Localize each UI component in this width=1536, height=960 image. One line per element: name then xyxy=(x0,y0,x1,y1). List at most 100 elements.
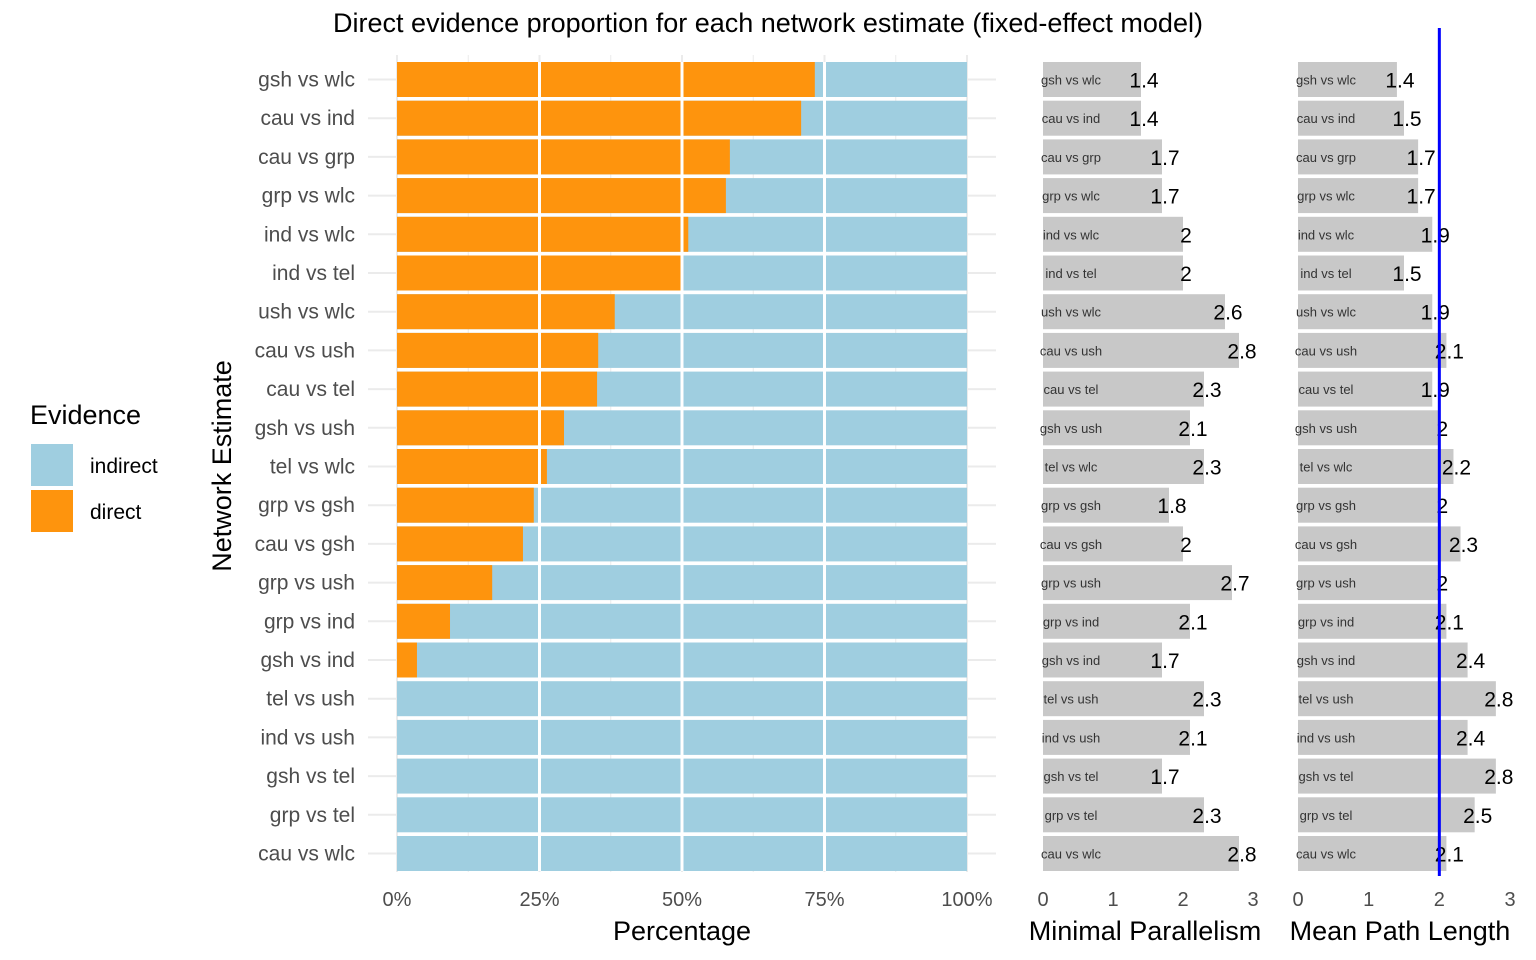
value-label: 2.1 xyxy=(1435,844,1464,867)
bar-label: cau vs gsh xyxy=(1040,537,1102,552)
bar-tel-vs-ush xyxy=(1043,681,1204,717)
bar-label: cau vs ush xyxy=(1295,343,1357,358)
bar-grp-vs-gsh xyxy=(1298,487,1440,523)
x-tick-label: 2 xyxy=(1177,889,1188,911)
value-label: 2.3 xyxy=(1192,689,1221,712)
value-label: 2 xyxy=(1180,263,1192,286)
value-label: 2.3 xyxy=(1192,457,1221,480)
value-label: 2.4 xyxy=(1456,650,1486,673)
value-label: 1.9 xyxy=(1421,379,1450,402)
value-label: 2.1 xyxy=(1435,611,1464,634)
value-label: 2.3 xyxy=(1192,379,1221,402)
y-tick-label: ind vs wlc xyxy=(264,223,355,246)
value-label: 1.7 xyxy=(1150,186,1179,209)
bar-direct-tel-vs-wlc xyxy=(397,449,547,484)
bar-direct-grp-vs-gsh xyxy=(397,487,534,523)
bar-direct-cau-vs-ush xyxy=(397,332,599,368)
y-tick-label: ind vs tel xyxy=(272,262,355,285)
bar-label: ind vs ush xyxy=(1042,730,1101,745)
value-label: 1.7 xyxy=(1407,186,1436,209)
x-tick-label: 1 xyxy=(1363,889,1374,911)
bar-ind-vs-tel xyxy=(1298,255,1404,291)
legend-swatch-direct xyxy=(31,490,73,532)
bar-label: cau vs grp xyxy=(1296,150,1356,165)
bar-label: cau vs wlc xyxy=(1041,847,1101,862)
bar-direct-gsh-vs-ind xyxy=(397,642,417,678)
bar-label: tel vs ush xyxy=(1044,692,1099,707)
bar-direct-grp-vs-ind xyxy=(397,603,451,639)
value-label: 1.4 xyxy=(1129,70,1159,93)
legend-label-direct: direct xyxy=(90,501,142,524)
value-label: 2 xyxy=(1436,418,1448,441)
x-tick-label: 75% xyxy=(804,889,844,911)
bar-label: gsh vs ush xyxy=(1295,421,1357,436)
bar-label: grp vs wlc xyxy=(1297,189,1355,204)
bar-gsh-vs-ind xyxy=(1043,642,1162,678)
x-tick-label: 2 xyxy=(1434,889,1445,911)
bar-cau-vs-gsh xyxy=(1298,526,1461,562)
bar-label: gsh vs ind xyxy=(1042,653,1101,668)
mean-path-length-panel: gsh vs wlc 1.4 cau vs ind 1.5 cau vs grp 1.7 g… xyxy=(1292,28,1516,911)
bar-cau-vs-tel xyxy=(1043,371,1204,407)
bar-direct-gsh-vs-wlc xyxy=(397,62,815,97)
value-label: 2.1 xyxy=(1178,418,1207,441)
bar-grp-vs-ind xyxy=(1043,603,1190,639)
value-label: 2.6 xyxy=(1213,302,1242,325)
value-label: 1.9 xyxy=(1421,224,1450,247)
bar-grp-vs-wlc xyxy=(1043,178,1162,214)
value-label: 2.8 xyxy=(1484,766,1513,789)
bar-cau-vs-wlc xyxy=(1043,836,1239,871)
bar-ush-vs-wlc xyxy=(1298,294,1433,330)
bar-direct-cau-vs-grp xyxy=(397,139,730,175)
x-tick-label: 50% xyxy=(662,889,702,911)
y-tick-label: cau vs tel xyxy=(266,378,355,401)
value-label: 2.1 xyxy=(1178,611,1207,634)
bar-grp-vs-ush xyxy=(1298,565,1440,601)
bar-label: grp vs ind xyxy=(1298,614,1354,629)
bar-cau-vs-ind xyxy=(1043,100,1141,136)
y-tick-label: grp vs tel xyxy=(270,804,355,827)
y-tick-label: cau vs ush xyxy=(255,339,355,362)
value-label: 2.8 xyxy=(1484,689,1513,712)
bar-gsh-vs-ush xyxy=(1043,410,1190,446)
value-label: 2.5 xyxy=(1463,805,1492,828)
bar-label: cau vs ush xyxy=(1040,343,1102,358)
bar-label: cau vs tel xyxy=(1044,382,1099,397)
y-tick-label: cau vs grp xyxy=(258,146,355,169)
bar-label: ind vs tel xyxy=(1045,266,1096,281)
bar-cau-vs-ind xyxy=(1298,100,1404,136)
y-tick-label: tel vs ush xyxy=(266,688,355,711)
bar-direct-cau-vs-ind xyxy=(397,100,802,136)
y-tick-label: grp vs wlc xyxy=(262,185,355,208)
bar-cau-vs-gsh xyxy=(1043,526,1183,562)
minimal-parallelism-panel: gsh vs wlc 1.4 cau vs ind 1.4 cau vs grp 1.7 g… xyxy=(1037,62,1259,911)
x-axis-label-percentage: Percentage xyxy=(613,916,751,946)
y-tick-label: grp vs ush xyxy=(258,572,355,595)
bar-ind-vs-wlc xyxy=(1043,216,1183,252)
y-tick-label: gsh vs ush xyxy=(255,417,355,440)
bar-direct-grp-vs-ush xyxy=(397,565,493,601)
value-label: 2.1 xyxy=(1178,727,1207,750)
bar-label: gsh vs wlc xyxy=(1041,73,1101,88)
bar-cau-vs-grp xyxy=(1043,139,1162,175)
bar-label: tel vs ush xyxy=(1299,692,1354,707)
value-label: 2 xyxy=(1180,534,1192,557)
value-label: 2.2 xyxy=(1442,457,1471,480)
bar-label: ush vs wlc xyxy=(1041,305,1101,320)
bar-tel-vs-wlc xyxy=(1298,449,1454,484)
bar-ind-vs-wlc xyxy=(1298,216,1433,252)
bar-cau-vs-tel xyxy=(1298,371,1433,407)
x-tick-label: 1 xyxy=(1107,889,1118,911)
bar-label: grp vs ush xyxy=(1041,576,1101,591)
value-label: 1.4 xyxy=(1129,108,1159,131)
y-tick-label: grp vs ind xyxy=(264,610,355,633)
value-label: 1.5 xyxy=(1392,108,1421,131)
x-tick-label: 0 xyxy=(1292,889,1303,911)
y-tick-label: tel vs wlc xyxy=(270,456,355,479)
value-label: 1.7 xyxy=(1150,766,1179,789)
legend: Evidence indirect direct xyxy=(30,400,158,532)
bar-grp-vs-ush xyxy=(1043,565,1232,601)
bar-label: gsh vs ind xyxy=(1297,653,1356,668)
bar-label: cau vs ind xyxy=(1297,111,1356,126)
